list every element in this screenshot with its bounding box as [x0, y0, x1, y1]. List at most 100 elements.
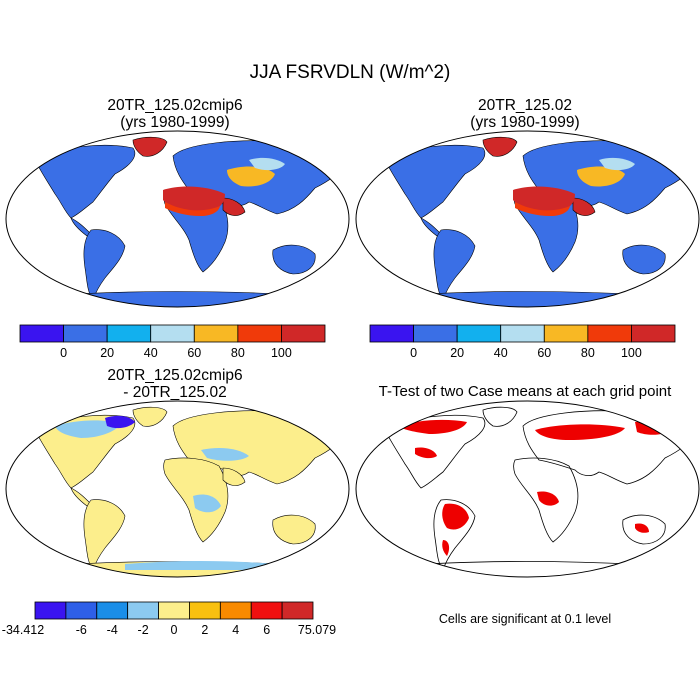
land-arabia [572, 197, 596, 216]
panel-1-title-line1: 20TR_125.02cmip6 [107, 97, 243, 114]
colorbar-1-swatch [63, 324, 108, 343]
colorbar-1-swatch [150, 324, 195, 343]
colorbar-1-label: 60 [187, 346, 201, 360]
land-arabia [222, 467, 246, 486]
colorbar-3-swatch [96, 601, 129, 620]
coast-antarctica [384, 561, 676, 577]
land-central-america [70, 487, 92, 507]
land-south-america [433, 229, 476, 301]
map-2-border [355, 130, 700, 308]
coast-south-america [433, 499, 476, 571]
coast-eurasia [522, 410, 696, 485]
map-panel-2 [355, 130, 700, 308]
region-sahara [513, 186, 575, 212]
land-north-america [34, 145, 136, 219]
signif-australia [635, 523, 649, 533]
land-central-america [420, 217, 442, 237]
region-africa-neg [193, 494, 221, 513]
colorbar-1-label: 80 [231, 346, 245, 360]
colorbar-3-swatch [250, 601, 283, 620]
colorbar-3-label: 6 [263, 623, 270, 637]
region-central-asia [227, 166, 275, 187]
colorbar-3-swatch [127, 601, 159, 620]
region-canada-neg [55, 420, 121, 438]
colorbar-2-label: 0 [410, 346, 417, 360]
land-australia [272, 514, 316, 545]
colorbar-2-swatch [369, 324, 414, 343]
significance-note: Cells are significant at 0.1 level [438, 612, 612, 626]
map-3-border [5, 400, 350, 578]
colorbar-3-label: 75.079 [298, 623, 336, 637]
colorbar-2-swatch [413, 324, 458, 343]
land-greenland [132, 136, 168, 157]
colorbar-3-swatch [189, 601, 221, 620]
colorbar-3-label: -2 [138, 623, 149, 637]
land-south-america [83, 229, 126, 301]
land-arabia [222, 197, 246, 216]
panel-4-title: T-Test of two Case means at each grid po… [378, 383, 672, 400]
coast-africa [513, 457, 579, 543]
colorbar-1-label: 0 [60, 346, 67, 360]
signif-south-america [442, 503, 469, 530]
colorbar-3-swatch [281, 601, 314, 620]
colorbar-2-label: 20 [450, 346, 464, 360]
colorbar-1-label: 20 [100, 346, 114, 360]
colorbar-3-swatch [219, 601, 252, 620]
map-3-fields [34, 406, 346, 577]
panel-2-title-line2: (yrs 1980-1999) [470, 114, 580, 131]
colorbar-2-swatch [587, 324, 632, 343]
region-sahara-edge [165, 202, 220, 216]
map-4-fields [384, 406, 696, 577]
region-light-asia [249, 157, 285, 171]
land-north-america [384, 145, 486, 219]
region-canada-strong-neg [105, 415, 135, 429]
land-greenland [482, 136, 518, 157]
panel-3-title-line1: 20TR_125.02cmip6 [107, 367, 243, 384]
panel-1-title-line2: (yrs 1980-1999) [120, 114, 230, 131]
region-sahara [163, 186, 225, 212]
region-antarctica-neg [125, 561, 275, 570]
signif-eurasia [535, 424, 625, 440]
coast-north-america [384, 414, 486, 489]
colorbar-3-label: -34.412 [2, 623, 44, 637]
panel-2-title: 20TR_125.02 (yrs 1980-1999) [370, 97, 680, 131]
colorbar-3-swatch [34, 601, 67, 620]
colorbar-2-label: 100 [621, 346, 642, 360]
colorbar-1-swatch [237, 324, 282, 343]
map-panel-4 [355, 400, 700, 578]
colorbar-1-label: 40 [144, 346, 158, 360]
map-panel-1 [5, 130, 350, 308]
colorbar-2-swatch [500, 324, 545, 343]
region-light-asia [599, 157, 635, 171]
colorbar-1-swatch [281, 324, 326, 343]
signif-us [415, 447, 437, 459]
land-south-america [83, 499, 126, 571]
signif-siberia [635, 421, 671, 435]
map-4-border [355, 400, 700, 578]
signif-antarctica [605, 567, 629, 574]
panel-2-title-line1: 20TR_125.02 [478, 97, 572, 114]
land-greenland [132, 406, 168, 427]
colorbar-3-label: -4 [107, 623, 118, 637]
region-europe-neg [201, 448, 249, 461]
colorbar-3-label: 2 [201, 623, 208, 637]
map-panel-3 [5, 400, 350, 578]
figure-title: JJA FSRVDLN (W/m^2) [249, 62, 451, 83]
panel-1-title: 20TR_125.02cmip6 (yrs 1980-1999) [20, 97, 330, 131]
map-2-fields [384, 136, 696, 307]
colorbar-panel-1: 0 20 40 60 80 100 [19, 324, 326, 360]
colorbar-3-label: 4 [232, 623, 239, 637]
panel-3-title: 20TR_125.02cmip6 - 20TR_125.02 [20, 367, 330, 401]
colorbar-panel-2: 0 20 40 60 80 100 [369, 324, 676, 360]
colorbar-2-swatch [631, 324, 676, 343]
map-1-border [5, 130, 350, 308]
colorbar-panel-3: -34.412 -6 -4 -2 0 2 4 6 75.079 [2, 601, 336, 637]
colorbar-2-label: 60 [537, 346, 551, 360]
colorbar-1-swatch [193, 324, 239, 343]
colorbar-3-label: -6 [76, 623, 87, 637]
colorbar-2-swatch [456, 324, 502, 343]
land-antarctica [384, 291, 676, 307]
map-1-fields [34, 136, 346, 307]
colorbar-1-swatch [106, 324, 152, 343]
signif-patagonia [442, 540, 450, 556]
